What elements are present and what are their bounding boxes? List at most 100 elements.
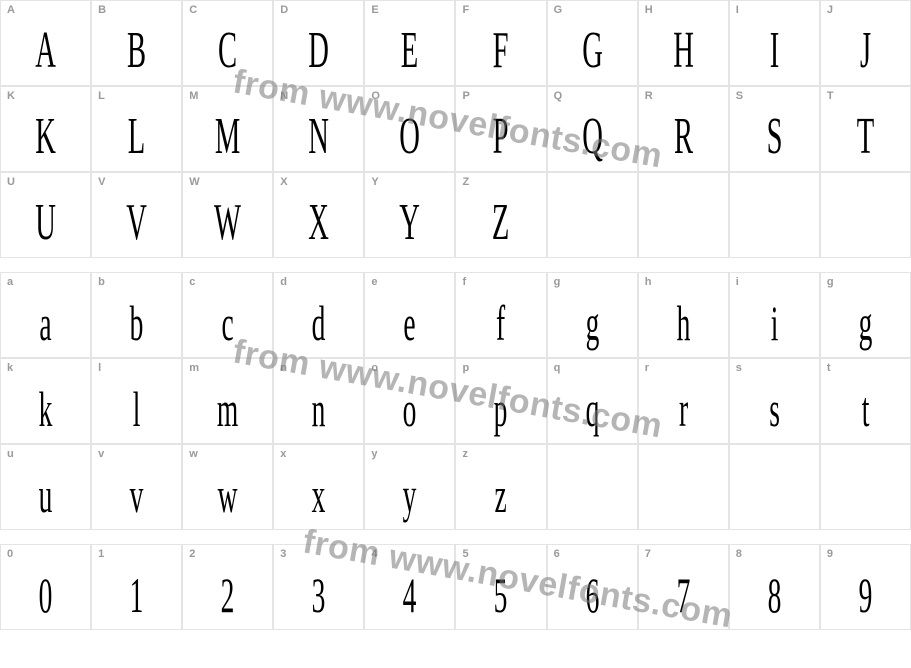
cell-glyph: F xyxy=(480,16,522,85)
glyph-cell: hh xyxy=(638,272,729,358)
cell-key-label: 5 xyxy=(462,549,539,560)
glyph-cell: XX xyxy=(273,172,364,258)
uppercase-section: AABBCCDDEEFFGGHHIIJJKKLLMMNNOOPPQQRRSSTT… xyxy=(0,0,911,258)
empty-cell xyxy=(820,172,911,258)
cell-key-label: N xyxy=(280,91,357,102)
cell-key-label: x xyxy=(280,449,357,460)
cell-key-label: s xyxy=(736,363,813,374)
cell-key-label: H xyxy=(645,5,722,16)
glyph-cell: zz xyxy=(455,444,546,530)
cell-glyph: N xyxy=(298,102,340,171)
cell-glyph: y xyxy=(389,460,431,529)
cell-key-label: B xyxy=(98,5,175,16)
cell-glyph: d xyxy=(298,288,340,357)
cell-glyph: l xyxy=(115,374,157,443)
cell-key-label: i xyxy=(736,277,813,288)
cell-key-label: e xyxy=(371,277,448,288)
cell-glyph: c xyxy=(207,288,249,357)
cell-glyph: E xyxy=(389,16,431,85)
glyph-cell: ll xyxy=(91,358,182,444)
glyph-cell: LL xyxy=(91,86,182,172)
glyph-cell: MM xyxy=(182,86,273,172)
cell-glyph: x xyxy=(298,460,340,529)
glyph-cell: gg xyxy=(820,272,911,358)
cell-key-label: L xyxy=(98,91,175,102)
cell-key-label: I xyxy=(736,5,813,16)
section-spacer xyxy=(0,258,911,272)
glyph-cell: ss xyxy=(729,358,820,444)
lowercase-section: aabbccddeeffgghhiiggkkllmmnnooppqqrrsstt… xyxy=(0,272,911,530)
cell-key-label: Z xyxy=(462,177,539,188)
cell-key-label: c xyxy=(189,277,266,288)
cell-key-label: k xyxy=(7,363,84,374)
glyph-cell: tt xyxy=(820,358,911,444)
font-character-map: AABBCCDDEEFFGGHHIIJJKKLLMMNNOOPPQQRRSSTT… xyxy=(0,0,911,668)
glyph-cell: 33 xyxy=(273,544,364,630)
empty-cell xyxy=(547,444,638,530)
glyph-cell: 55 xyxy=(455,544,546,630)
cell-glyph: u xyxy=(24,460,66,529)
cell-glyph: g xyxy=(844,288,886,357)
glyph-cell: GG xyxy=(547,0,638,86)
cell-key-label: K xyxy=(7,91,84,102)
empty-cell xyxy=(729,444,820,530)
cell-glyph: B xyxy=(115,16,157,85)
cell-glyph: e xyxy=(389,288,431,357)
glyph-cell: II xyxy=(729,0,820,86)
glyph-cell: aa xyxy=(0,272,91,358)
cell-glyph: G xyxy=(571,16,613,85)
cell-glyph: b xyxy=(115,288,157,357)
cell-key-label: A xyxy=(7,5,84,16)
glyph-cell: 66 xyxy=(547,544,638,630)
glyph-cell: 22 xyxy=(182,544,273,630)
cell-glyph: Z xyxy=(480,188,522,257)
cell-glyph: D xyxy=(298,16,340,85)
cell-key-label: r xyxy=(645,363,722,374)
cell-key-label: h xyxy=(645,277,722,288)
glyph-cell: cc xyxy=(182,272,273,358)
glyph-cell: EE xyxy=(364,0,455,86)
glyph-cell: ZZ xyxy=(455,172,546,258)
glyph-cell: mm xyxy=(182,358,273,444)
cell-glyph: 1 xyxy=(115,560,157,629)
glyph-cell: 88 xyxy=(729,544,820,630)
cell-key-label: D xyxy=(280,5,357,16)
cell-glyph: C xyxy=(207,16,249,85)
empty-cell xyxy=(820,444,911,530)
glyph-cell: FF xyxy=(455,0,546,86)
cell-key-label: U xyxy=(7,177,84,188)
glyph-cell: 44 xyxy=(364,544,455,630)
cell-key-label: 2 xyxy=(189,549,266,560)
cell-key-label: V xyxy=(98,177,175,188)
glyph-cell: PP xyxy=(455,86,546,172)
cell-glyph: O xyxy=(389,102,431,171)
cell-glyph: p xyxy=(480,374,522,443)
glyph-cell: 99 xyxy=(820,544,911,630)
cell-glyph: J xyxy=(844,16,886,85)
cell-glyph: Q xyxy=(571,102,613,171)
cell-key-label: 9 xyxy=(827,549,904,560)
cell-glyph: 0 xyxy=(24,560,66,629)
cell-glyph: R xyxy=(662,102,704,171)
glyph-cell: KK xyxy=(0,86,91,172)
glyph-cell: RR xyxy=(638,86,729,172)
cell-key-label: b xyxy=(98,277,175,288)
glyph-cell: pp xyxy=(455,358,546,444)
glyph-cell: CC xyxy=(182,0,273,86)
cell-key-label: C xyxy=(189,5,266,16)
glyph-cell: oo xyxy=(364,358,455,444)
cell-key-label: G xyxy=(554,5,631,16)
cell-glyph: m xyxy=(207,374,249,443)
cell-glyph: 9 xyxy=(844,560,886,629)
cell-glyph: H xyxy=(662,16,704,85)
cell-key-label: E xyxy=(371,5,448,16)
cell-glyph: f xyxy=(480,288,522,357)
cell-glyph: V xyxy=(115,188,157,257)
cell-glyph: 5 xyxy=(480,560,522,629)
cell-key-label: g xyxy=(554,277,631,288)
cell-glyph: a xyxy=(24,288,66,357)
cell-glyph: 8 xyxy=(753,560,795,629)
cell-key-label: 8 xyxy=(736,549,813,560)
glyph-cell: VV xyxy=(91,172,182,258)
cell-glyph: 2 xyxy=(207,560,249,629)
